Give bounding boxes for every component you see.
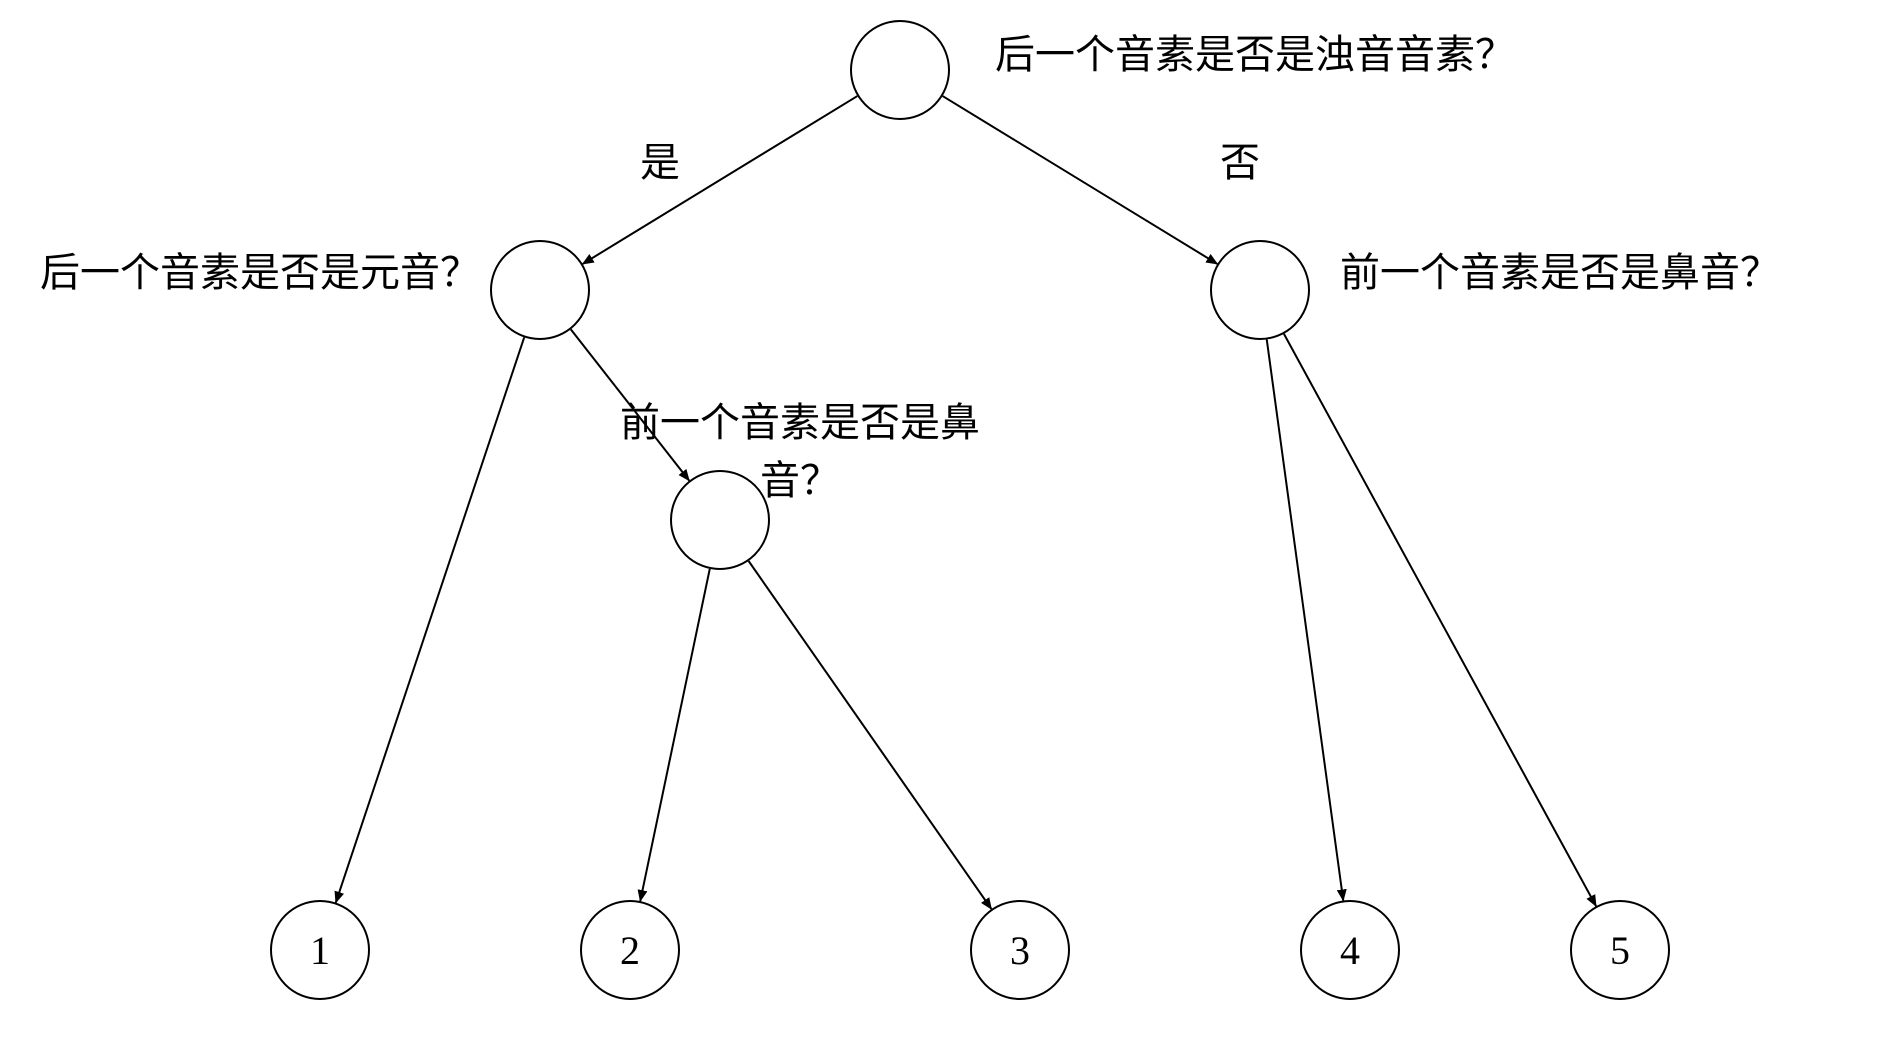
node-question: 前一个音素是否是鼻音？ [620, 390, 980, 506]
tree-leaf-node: 5 [1570, 900, 1670, 1000]
leaf-label: 2 [620, 927, 640, 974]
node-question: 后一个音素是否是元音？ [40, 240, 540, 298]
tree-edge [943, 96, 1218, 264]
leaf-label: 1 [310, 927, 330, 974]
tree-edge [583, 96, 858, 264]
tree-leaf-node: 3 [970, 900, 1070, 1000]
tree-edge [640, 569, 710, 901]
leaf-label: 3 [1010, 927, 1030, 974]
tree-leaf-node: 2 [580, 900, 680, 1000]
tree-edge [336, 337, 524, 902]
edge-label: 是 [640, 130, 680, 188]
tree-edge [749, 561, 992, 909]
tree-leaf-node: 4 [1300, 900, 1400, 1000]
node-question: 后一个音素是否是浊音音素？ [995, 22, 1595, 80]
tree-leaf-node: 1 [270, 900, 370, 1000]
leaf-label: 5 [1610, 927, 1630, 974]
tree-decision-node [1210, 240, 1310, 340]
tree-edge [1284, 334, 1596, 906]
tree-edge [1267, 340, 1343, 901]
decision-tree-canvas: 1 2 3 4 5 后一个音素是否是浊音音素？ 后一个音素是否是元音？ 前一个音素是否是鼻音… [0, 0, 1896, 1063]
edge-label: 否 [1220, 130, 1260, 188]
node-question: 前一个音素是否是鼻音？ [1340, 240, 1840, 298]
tree-decision-node [850, 20, 950, 120]
leaf-label: 4 [1340, 927, 1360, 974]
